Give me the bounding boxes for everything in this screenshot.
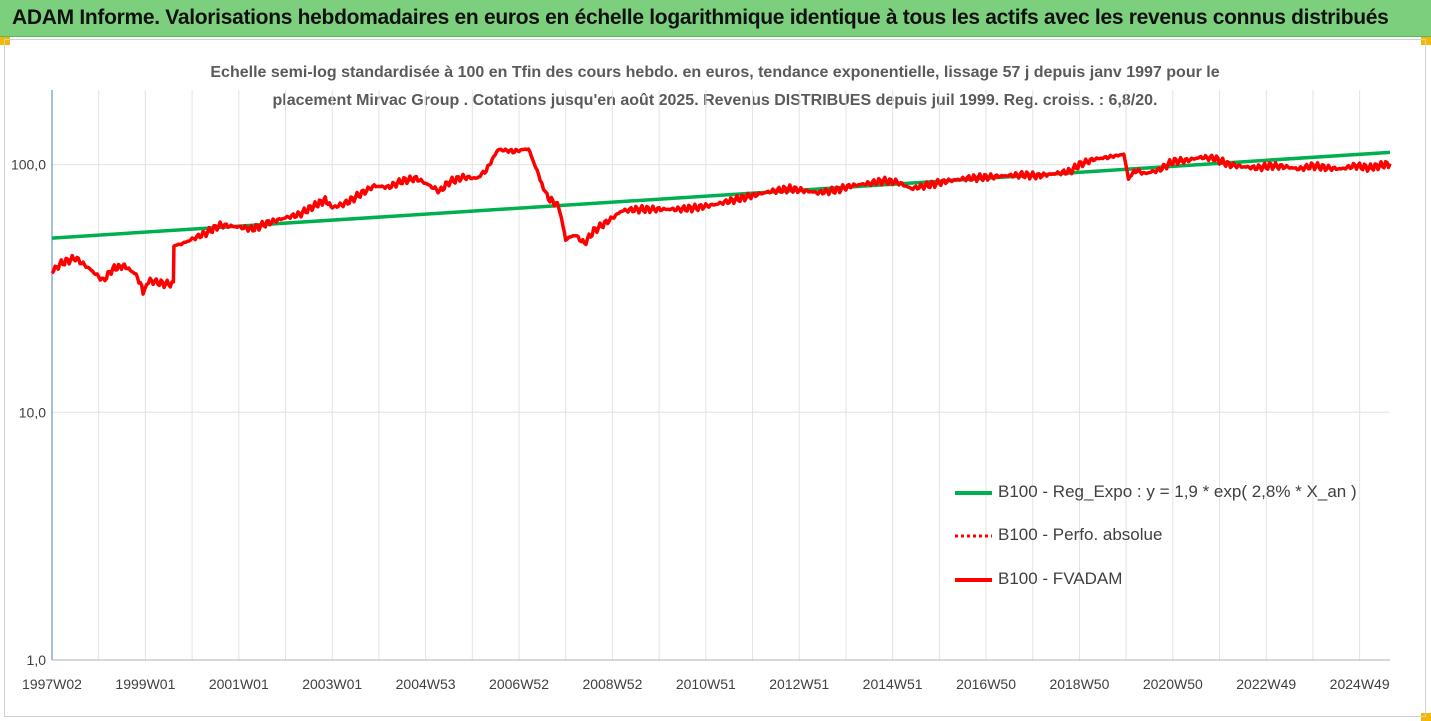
x-tick-label: 2020W50 [1143, 676, 1203, 692]
header-bar: ADAM Informe. Valorisations hebdomadaire… [0, 0, 1431, 37]
x-tick-label: 2006W52 [489, 676, 549, 692]
x-tick-label: 2024W49 [1330, 676, 1390, 692]
chart-frame [4, 39, 1426, 717]
x-tick-label: 2010W51 [676, 676, 736, 692]
corner-marker-left [0, 37, 10, 45]
legend-label-perfo-absolue: B100 - Perfo. absolue [998, 525, 1163, 544]
x-tick-label: 1997W02 [22, 676, 82, 692]
x-tick-label: 1999W01 [115, 676, 175, 692]
chart-subtitle-line2: placement Mirvac Group . Cotations jusqu… [272, 92, 1158, 109]
legend-label-fvadam: B100 - FVADAM [998, 569, 1123, 588]
x-tick-label: 2008W52 [582, 676, 642, 692]
x-tick-label: 2003W01 [302, 676, 362, 692]
x-tick-label: 2022W49 [1236, 676, 1296, 692]
x-tick-label: 2004W53 [396, 676, 456, 692]
header-title: ADAM Informe. Valorisations hebdomadaire… [12, 6, 1389, 29]
corner-marker-bottom-right [1421, 713, 1431, 721]
x-tick-label: 2001W01 [209, 676, 269, 692]
legend-label-regression: B100 - Reg_Expo : y = 1,9 * exp( 2,8% * … [998, 482, 1357, 501]
x-tick-label: 2012W51 [769, 676, 829, 692]
x-tick-label: 2014W51 [863, 676, 923, 692]
y-tick-label: 10,0 [19, 404, 46, 420]
x-tick-label: 2016W50 [956, 676, 1016, 692]
series-line-2 [50, 147, 1392, 296]
y-tick-label: 100,0 [11, 157, 46, 173]
y-tick-label: 1,0 [27, 652, 47, 668]
x-tick-label: 2018W50 [1049, 676, 1109, 692]
chart-subtitle-line1: Echelle semi-log standardisée à 100 en T… [210, 64, 1220, 81]
corner-marker-right [1421, 37, 1431, 45]
